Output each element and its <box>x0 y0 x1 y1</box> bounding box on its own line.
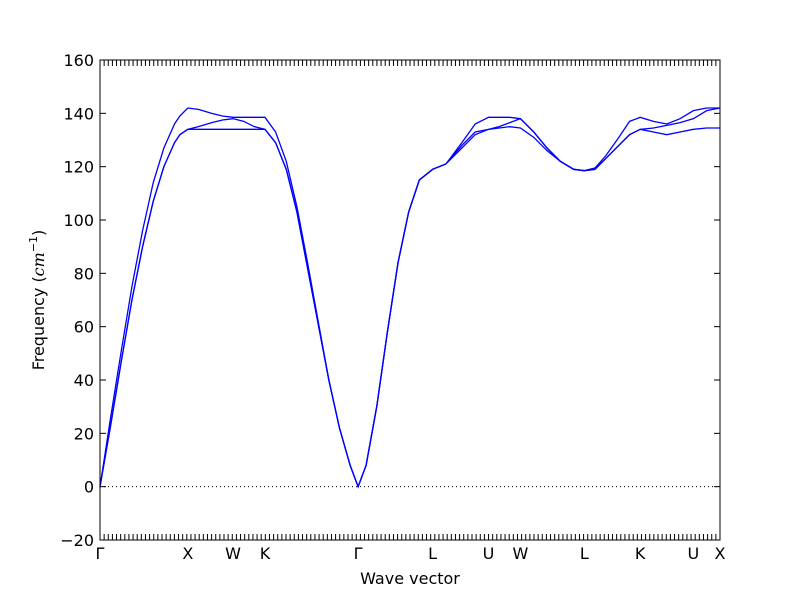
y-tick-label: 20 <box>74 424 94 443</box>
x-tick-label: L <box>580 544 589 563</box>
y-tick-label: 80 <box>74 264 94 283</box>
x-tick-label: U <box>483 544 495 563</box>
plot-frame <box>99 59 721 541</box>
x-tick-label: W <box>513 544 529 563</box>
x-tick-label: Γ <box>354 544 363 563</box>
y-tick-label: 140 <box>63 104 94 123</box>
plot-area <box>99 107 721 489</box>
y-axis-label-suffix: ) <box>29 230 48 236</box>
y-axis-label-unit-exponent: −1 <box>27 236 40 252</box>
y-axis-label: Frequency (cm−1) <box>27 230 48 371</box>
y-tick-label: 0 <box>84 478 94 497</box>
x-axis-label: Wave vector <box>360 569 460 588</box>
x-tick-label: X <box>182 544 193 563</box>
y-axis-ticks: −20 0 20 40 60 80 100 120 140 160 <box>60 51 720 550</box>
phonon-band-2 <box>99 107 721 489</box>
y-tick-label: −20 <box>60 531 94 550</box>
x-tick-label: Γ <box>96 544 105 563</box>
y-axis-label-prefix: Frequency ( <box>29 276 48 370</box>
phonon-band-1 <box>99 107 720 489</box>
y-tick-label: 60 <box>74 318 94 337</box>
x-tick-label: K <box>635 544 646 563</box>
y-tick-label: 160 <box>63 51 94 70</box>
y-tick-label: 40 <box>74 371 94 390</box>
x-tick-label: L <box>428 544 437 563</box>
x-tick-label: X <box>715 544 726 563</box>
y-axis-label-unit: cm <box>29 252 48 276</box>
phonon-band-3 <box>99 126 720 489</box>
x-tick-label: U <box>688 544 700 563</box>
x-tick-label: K <box>260 544 271 563</box>
y-tick-label: 100 <box>63 211 94 230</box>
x-tick-label: W <box>225 544 241 563</box>
y-tick-label: 120 <box>63 158 94 177</box>
